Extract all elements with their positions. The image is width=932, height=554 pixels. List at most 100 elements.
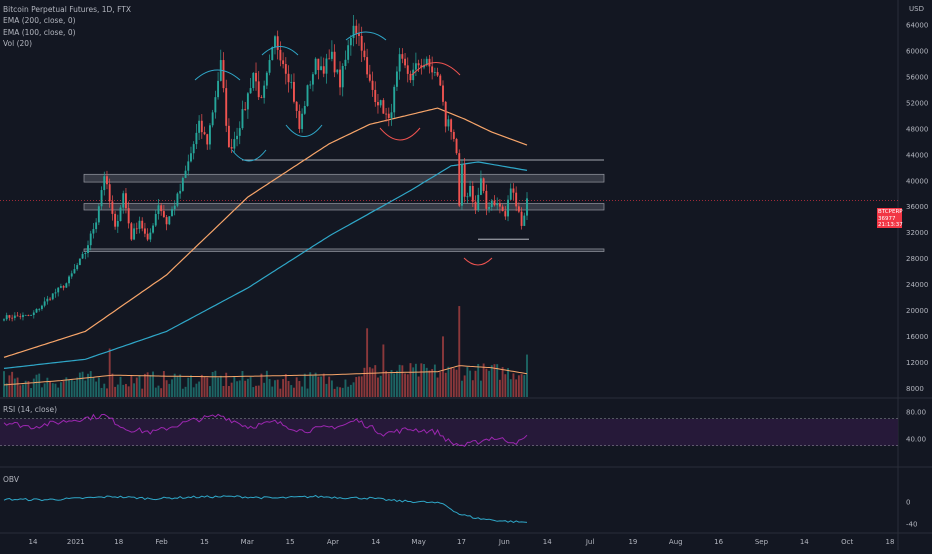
candle-body xyxy=(187,161,190,171)
candle-body xyxy=(130,223,133,240)
time-tick-label: Feb xyxy=(155,538,168,546)
volume-bar xyxy=(65,377,68,397)
volume-bar xyxy=(249,376,252,397)
candle-body xyxy=(431,66,434,73)
volume-bar xyxy=(78,372,81,397)
volume-bar xyxy=(355,377,358,397)
volume-bar xyxy=(311,375,314,397)
candle-body xyxy=(301,113,304,129)
volume-bar xyxy=(154,387,157,397)
price-tick-label: 64000 xyxy=(906,21,928,29)
candle-body xyxy=(249,88,252,94)
volume-bar xyxy=(97,377,100,397)
volume-bar xyxy=(211,371,214,397)
pattern-arc xyxy=(411,62,461,76)
volume-bar xyxy=(409,363,412,397)
candle-body xyxy=(341,66,344,88)
candle-body xyxy=(398,54,401,72)
volume-bar xyxy=(268,379,271,397)
volume-bar xyxy=(176,376,179,397)
volume-legend[interactable]: Vol (20) xyxy=(3,38,33,48)
volume-bar xyxy=(414,363,417,397)
candle-body xyxy=(181,177,184,191)
volume-bar xyxy=(322,373,325,397)
volume-bar xyxy=(38,373,41,397)
time-tick-label: 14 xyxy=(543,538,552,546)
time-tick-label: 16 xyxy=(714,538,723,546)
volume-bar xyxy=(303,373,306,397)
volume-bar xyxy=(3,371,5,397)
volume-bar xyxy=(179,374,182,397)
volume-bar xyxy=(130,375,133,397)
obv-tick-label: 0 xyxy=(906,499,910,507)
time-tick-label: May xyxy=(411,538,425,546)
volume-bar xyxy=(127,386,130,397)
volume-bar xyxy=(19,385,22,397)
volume-bar xyxy=(371,368,374,397)
volume-bar xyxy=(190,375,192,397)
volume-bar xyxy=(433,364,436,397)
candle-body xyxy=(306,85,309,106)
candle-body xyxy=(263,85,266,98)
volume-bar xyxy=(84,380,87,397)
candle-body xyxy=(133,228,136,240)
volume-bar xyxy=(116,384,119,397)
volume-bar xyxy=(368,367,371,397)
pattern-arc xyxy=(285,124,323,137)
candle-body xyxy=(509,188,512,200)
candle-body xyxy=(523,215,526,226)
ema100-legend[interactable]: EMA (100, close, 0) xyxy=(3,27,76,37)
volume-bar xyxy=(124,383,127,397)
volume-bar xyxy=(482,363,485,397)
pattern-arc xyxy=(379,127,421,141)
candle-body xyxy=(311,74,314,85)
volume-bar xyxy=(135,377,138,397)
volume-bar xyxy=(241,371,244,397)
volume-bar xyxy=(16,377,19,397)
price-tick-label: 32000 xyxy=(906,229,928,237)
volume-bar xyxy=(469,370,472,397)
volume-bar xyxy=(149,374,152,397)
obv-legend[interactable]: OBV xyxy=(3,475,19,484)
volume-bar xyxy=(490,365,493,397)
candle-body xyxy=(363,50,366,58)
candle-body xyxy=(238,128,241,136)
candle-body xyxy=(89,233,92,246)
candle-body xyxy=(507,199,509,217)
volume-bar xyxy=(431,369,434,397)
candle-body xyxy=(70,273,73,277)
volume-bar xyxy=(187,377,190,397)
time-tick-label: Aug xyxy=(669,538,683,546)
candle-body xyxy=(43,301,46,306)
candle-body xyxy=(265,72,268,86)
candle-body xyxy=(81,254,84,259)
candle-body xyxy=(233,139,236,149)
candle-body xyxy=(95,222,98,230)
volume-bar xyxy=(81,371,84,397)
volume-bar xyxy=(200,374,203,397)
volume-bar xyxy=(89,371,92,397)
candle-body xyxy=(366,57,369,75)
volume-bar xyxy=(271,386,274,397)
price-tick-label: 52000 xyxy=(906,99,928,107)
ema200-legend[interactable]: EMA (200, close, 0) xyxy=(3,16,76,26)
volume-bar xyxy=(458,306,461,397)
chart-title[interactable]: Bitcoin Perpetual Futures, 1D, FTX xyxy=(3,5,131,14)
candle-body xyxy=(368,74,371,81)
volume-bar xyxy=(233,376,236,397)
candle-body xyxy=(314,58,317,75)
candle-body xyxy=(436,72,439,76)
candle-body xyxy=(230,147,233,149)
volume-bar xyxy=(160,388,163,397)
candle-body xyxy=(173,205,176,210)
candle-body xyxy=(279,49,282,61)
volume-bar xyxy=(463,375,466,397)
candle-body xyxy=(333,51,336,73)
ema200-line xyxy=(3,161,528,369)
rsi-legend[interactable]: RSI (14, close) xyxy=(3,405,58,414)
candle-body xyxy=(30,314,33,316)
candle-body xyxy=(171,209,173,217)
volume-bar xyxy=(341,387,344,397)
volume-bar xyxy=(95,381,98,397)
